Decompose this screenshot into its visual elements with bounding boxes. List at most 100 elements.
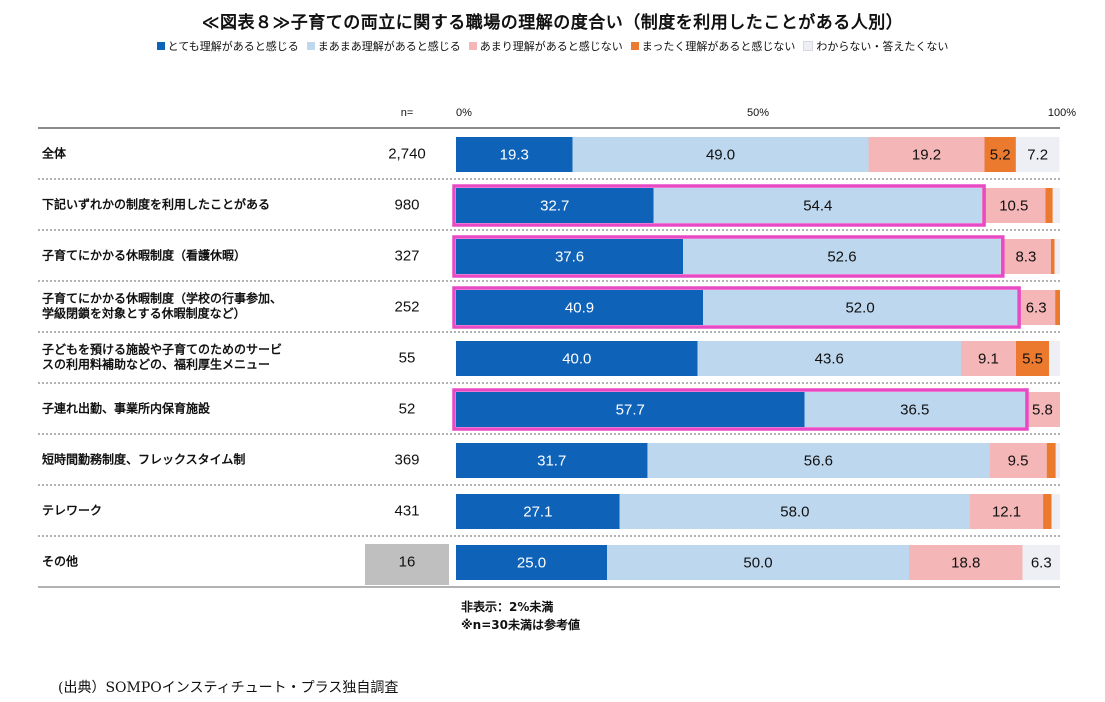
category-label-line: 子どもを預ける施設や子育てのためのサービ [42,342,282,357]
legend-item: まったく理解があると感じない [630,38,796,54]
category-label: 下記いずれかの制度を利用したことがある [42,197,270,212]
n-value: 55 [399,350,416,367]
x-tick-label: 100% [1048,107,1076,119]
legend-swatch [156,42,165,50]
category-label-line: 全体 [41,146,67,161]
highlight-frame [452,286,1021,329]
bar-segment [456,494,620,529]
bar-segment [1000,239,1051,274]
bar-segment [989,443,1047,478]
category-label-line: 短時間勤務制度、フレックスタイム制 [42,452,245,467]
data-label: 5.8 [1032,402,1053,419]
bar-segment [1055,290,1060,325]
data-label: 31.7 [537,453,566,470]
bar-segment [1049,341,1060,376]
category-label-line: テレワーク [42,504,102,518]
bar-segment [960,341,1016,376]
note-hidden-threshold: 非表示：2%未満 [461,600,554,614]
bar-segment [456,341,698,376]
category-label: 子育てにかかる休暇制度（学校の行事参加、学級閉鎖を対象とする休暇制度など） [42,291,282,321]
legend-item: あまり理解があると感じない [468,38,623,54]
category-label-line: 学級閉鎖を対象とする休暇制度など） [42,306,246,321]
bar-segment [1055,443,1060,478]
bar-segment [697,341,961,376]
data-label: 56.6 [804,453,833,470]
x-tick-label: 0% [456,107,472,119]
source-note: (出典）SOMPOインスティチュート・プラス独自調査 [58,680,399,696]
data-label: 10.5 [999,198,1028,215]
data-label: 7.2 [1027,147,1048,164]
data-label: 6.3 [1026,300,1047,317]
bar-segment [1043,494,1052,529]
bar-segment [456,137,573,172]
data-label: 57.7 [616,402,645,419]
data-label: 5.2 [990,147,1011,164]
bar-segment [1045,188,1053,223]
category-label: テレワーク [42,504,102,518]
n-value: 327 [394,248,419,265]
data-label: 43.6 [815,351,844,368]
data-label: 50.0 [743,555,772,572]
category-label-line: 子育てにかかる休暇制度（看護休暇） [42,248,246,263]
data-label: 19.3 [500,147,529,164]
bar-segment [456,392,805,427]
data-label: 54.4 [803,198,832,215]
n-value: 2,740 [388,146,426,163]
n-value: 252 [394,299,419,316]
legend-label: とても理解があると感じる [167,40,299,53]
bar-segment [982,188,1046,223]
bar-segment [1051,494,1060,529]
data-label: 8.3 [1015,249,1036,266]
category-label: 子どもを預ける施設や子育てのためのサービスの利用料補助などの、福利厚生メニュー [42,342,282,372]
data-label: 27.1 [523,504,552,521]
bar-segment [1046,443,1056,478]
bar-segment [1050,239,1055,274]
bar-segment [1015,341,1050,376]
data-label: 32.7 [540,198,569,215]
data-label: 37.6 [555,249,584,266]
reference-value-shade [365,544,449,585]
legend-swatch [803,41,814,51]
category-label: その他 [42,554,78,569]
bar-segment [619,494,971,529]
highlight-frame [452,388,1029,431]
legend-label: まったく理解があると感じない [641,40,796,53]
bar-segment [909,545,1023,580]
data-label: 9.1 [978,351,999,368]
bar-segment [804,392,1025,427]
legend-swatch [630,42,639,50]
n-value: 431 [394,503,419,520]
bar-segment [970,494,1044,529]
chart-notes: 非表示：2%未満 ※n=30未満は参考値 [461,598,580,634]
legend-swatch [468,42,477,50]
legend-item: とても理解があると感じる [156,38,299,54]
data-label: 40.9 [565,300,594,317]
bar-segment [607,545,909,580]
bar-segment [456,239,684,274]
category-label: 子連れ出勤、事業所内保育施設 [42,401,211,416]
bar-segment [456,545,607,580]
category-label-line: その他 [42,554,78,569]
bar-segment [1054,239,1060,274]
category-label-line: 下記いずれかの制度を利用したことがある [42,197,270,212]
data-label: 25.0 [517,555,546,572]
bar-segment [1022,545,1060,580]
chart-title: ≪図表８≫子育ての両立に関する職場の理解の度合い（制度を利用したことがある人別） [201,13,904,33]
bar-segment [1024,392,1060,427]
bar-segment [1015,137,1060,172]
legend-swatch [306,42,315,50]
n-header: n= [401,107,414,119]
x-tick-label: 50% [747,107,769,119]
note-reference-value: ※n=30未満は参考値 [461,618,580,632]
n-value: 980 [394,197,419,214]
data-label: 5.5 [1022,351,1043,368]
legend-label: わからない・答えたくない [816,40,949,53]
data-label: 49.0 [706,147,735,164]
n-value: 52 [399,401,416,418]
category-label-line: スの利用料補助などの、福利厚生メニュー [42,357,270,372]
category-label-line: 子育てにかかる休暇制度（学校の行事参加、 [42,291,282,306]
data-label: 6.3 [1031,555,1052,572]
bar-segment [456,290,704,325]
legend: とても理解があると感じる まあまあ理解があると感じる あまり理解があると感じない まっ… [0,38,1105,54]
legend-item: わからない・答えたくない [803,38,948,54]
